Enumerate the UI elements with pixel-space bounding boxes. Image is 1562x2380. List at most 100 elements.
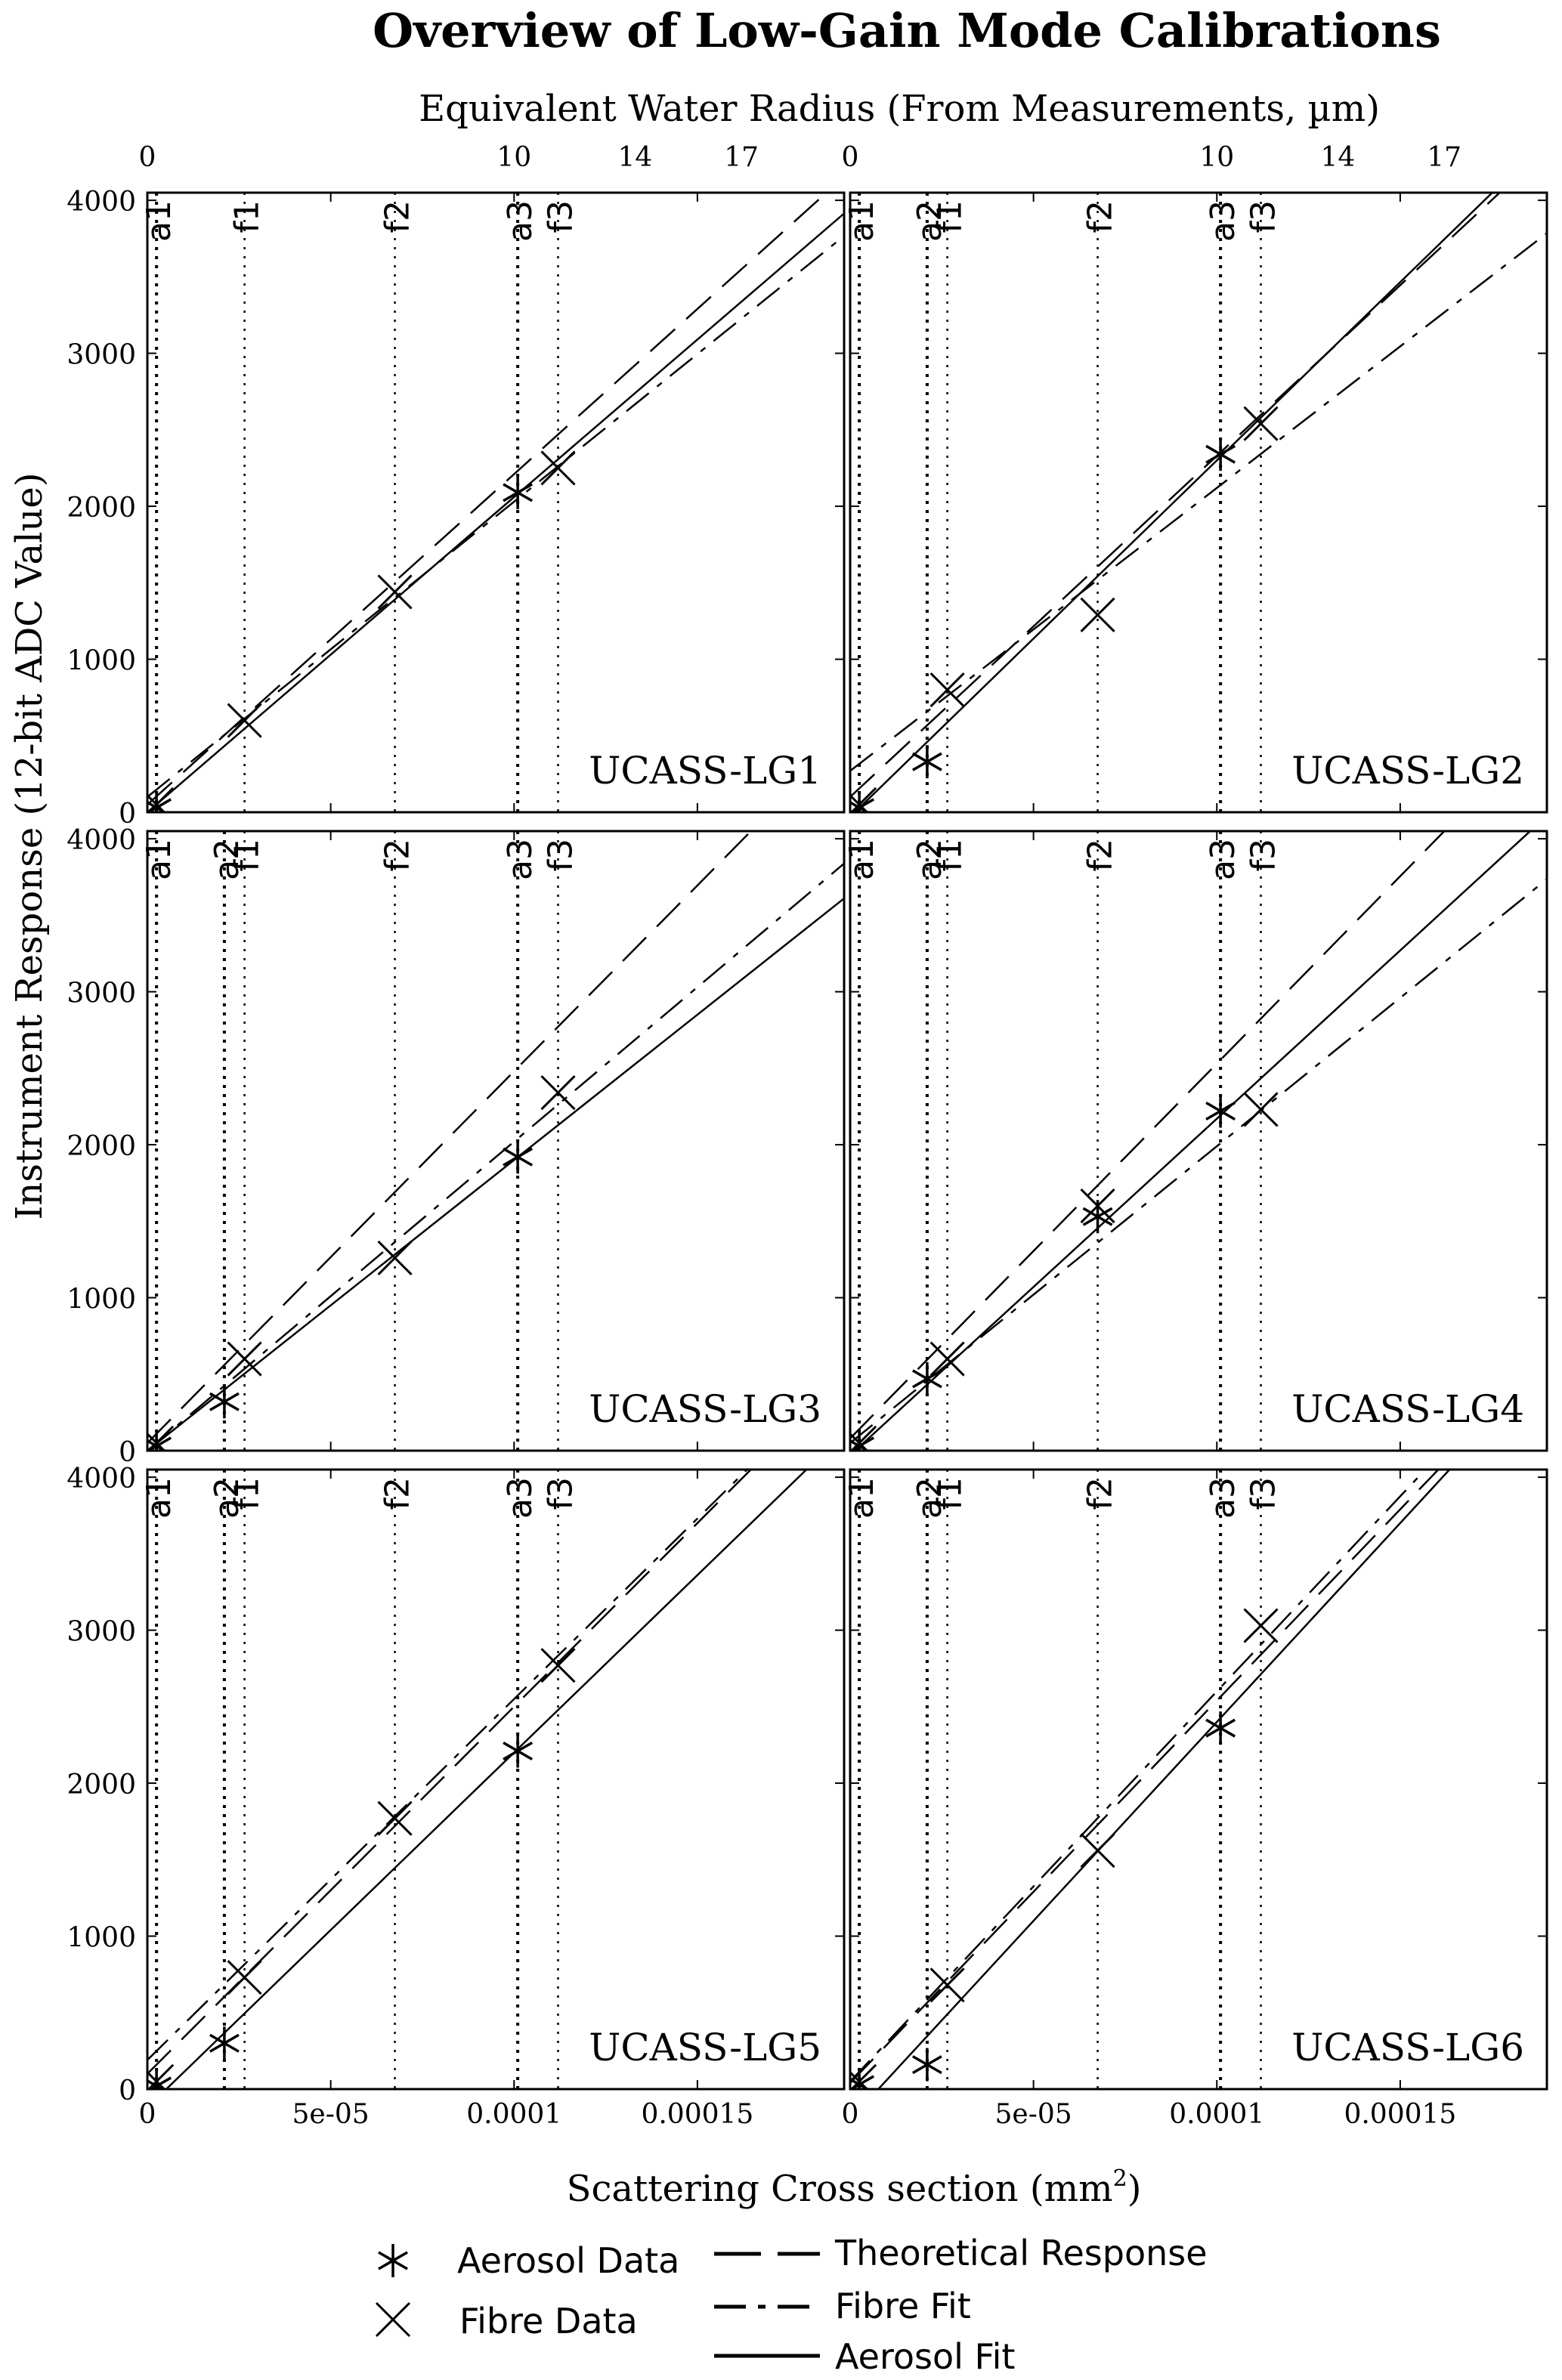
- vline-label-f1: f1: [228, 839, 267, 871]
- fibre-point: [1243, 406, 1279, 441]
- x-axis-label-sup: 2: [1113, 2165, 1127, 2192]
- panel-name-label: UCASS-LG4: [1291, 1387, 1524, 1431]
- y-tick-label: 3000: [67, 340, 136, 371]
- x-tick-label: 0.00015: [641, 2099, 753, 2130]
- x-tick-label: 0: [139, 2099, 156, 2130]
- y-tick-label: 1000: [67, 1923, 136, 1954]
- aerosol-point-stroke: [911, 2055, 942, 2075]
- fibre-fit-line: [147, 235, 844, 798]
- aerosol-point-stroke: [148, 2076, 172, 2089]
- legend-fibre-fit-label: Fibre Fit: [835, 2286, 971, 2326]
- panel-name-label: UCASS-LG6: [1291, 2026, 1524, 2069]
- aerosol-point: [1205, 1094, 1236, 1128]
- fibre-point: [377, 1800, 413, 1836]
- x-tick-label: 0.0001: [466, 2099, 561, 2130]
- top-tick-label: 14: [1320, 142, 1355, 173]
- vline-label-f3: f3: [541, 839, 580, 871]
- vline-label-f2: f2: [1081, 839, 1120, 871]
- panel-plot-area: [850, 831, 1547, 1451]
- y-tick-label: 2000: [67, 1770, 136, 1800]
- panel-frame: [849, 191, 1548, 814]
- vline-label-a1: a1: [843, 839, 881, 880]
- fibre-point: [1243, 1092, 1279, 1127]
- y-tick-label: 3000: [67, 1617, 136, 1648]
- legend-aerosol-fit-label: Aerosol Fit: [835, 2336, 1015, 2377]
- fibre-point-stroke: [850, 1425, 877, 1451]
- aerosol-point-stroke: [1082, 1207, 1113, 1226]
- aerosol-point: [850, 790, 875, 812]
- fibre-fit-line: [850, 878, 1547, 1444]
- top-tick-label: 0: [842, 142, 859, 173]
- aerosol-point: [911, 745, 942, 779]
- aerosol-point: [209, 2026, 240, 2060]
- fibre-point: [227, 1960, 262, 1995]
- aerosol-point-stroke: [911, 1369, 942, 1389]
- top-tick-label: 0: [139, 142, 156, 173]
- y-tick-label: 4000: [67, 825, 136, 856]
- fibre-point-stroke: [850, 787, 877, 812]
- legend-fibre-data: Fibre Data: [375, 2301, 638, 2341]
- y-tick-label: 0: [119, 1437, 136, 1468]
- vline-label-f1: f1: [931, 200, 970, 233]
- panel-plot-area: [147, 1470, 809, 2089]
- aerosol-point: [503, 1734, 534, 1768]
- fibre-point-stroke: [1243, 1092, 1279, 1127]
- x-axis-label-end: ): [1127, 2168, 1142, 2210]
- fibre-point-stroke: [227, 1341, 262, 1377]
- fibre-fit-line: [147, 1470, 749, 2061]
- fibre-point: [1243, 1608, 1279, 1643]
- panel-frame: [146, 1468, 846, 2091]
- y-tick-label: 0: [119, 799, 136, 830]
- panel-frame: [146, 830, 846, 1452]
- theoretical-line: [147, 831, 753, 1444]
- chart-title: Overview of Low-Gain Mode Calibrations: [373, 3, 1441, 58]
- legend-aerosol-fit: Aerosol Fit: [714, 2336, 1015, 2377]
- y-tick-label: 1000: [67, 646, 136, 677]
- aerosol-point: [503, 1140, 534, 1174]
- vline-label-a1: a1: [140, 200, 178, 242]
- theoretical-line: [147, 193, 828, 805]
- aerosol-point: [503, 475, 534, 509]
- fibre-marker-icon: [375, 2301, 411, 2338]
- aerosol-point: [850, 2067, 875, 2089]
- fibre-fit-line: [850, 232, 1547, 772]
- aerosol-point: [147, 1429, 172, 1451]
- vline-label-a1: a1: [843, 200, 881, 242]
- x-axis-label-main: Scattering Cross section (mm: [567, 2168, 1113, 2210]
- legend-aerosol-data: Aerosol Data: [378, 2240, 679, 2281]
- aerosol-point: [1205, 1711, 1236, 1745]
- fibre-point: [147, 2063, 175, 2089]
- fibre-point: [850, 787, 877, 812]
- theoretical-line: [850, 831, 1446, 1439]
- vline-label-a2: a2: [911, 839, 949, 880]
- fibre-point-stroke: [540, 1075, 576, 1111]
- fibre-point-stroke: [377, 1800, 413, 1836]
- fibre-point: [377, 1240, 413, 1275]
- aerosol-point: [850, 1429, 875, 1451]
- fibre-point: [147, 787, 175, 812]
- aerosol-point-stroke: [503, 483, 534, 502]
- legend-aerosol-data-label: Aerosol Data: [457, 2240, 679, 2281]
- fibre-point: [1080, 597, 1115, 632]
- vline-label-f1: f1: [228, 1477, 267, 1510]
- aerosol-point-stroke: [850, 1436, 875, 1451]
- fibre-point-stroke: [147, 2063, 175, 2089]
- fibre-point-stroke: [1243, 406, 1279, 441]
- aerosol-point-stroke: [209, 1392, 240, 1411]
- legend-theoretical: Theoretical Response: [714, 2233, 1208, 2273]
- theoretical-line: [850, 1470, 1440, 2084]
- fibre-point: [850, 1425, 877, 1451]
- vline-label-f3: f3: [1244, 1477, 1282, 1510]
- vline-label-f2: f2: [379, 1477, 417, 1510]
- vline-label-f3: f3: [1244, 200, 1282, 233]
- fibre-point-stroke: [929, 1341, 965, 1377]
- aerosol-fit-line: [147, 212, 844, 812]
- aerosol-point-stroke: [911, 752, 942, 771]
- x-axis-label: Scattering Cross section (mm2): [567, 2165, 1142, 2210]
- vline-label-a2: a2: [208, 1477, 246, 1519]
- legend-fibre-data-label: Fibre Data: [459, 2301, 638, 2341]
- aerosol-point-stroke: [1205, 1718, 1236, 1738]
